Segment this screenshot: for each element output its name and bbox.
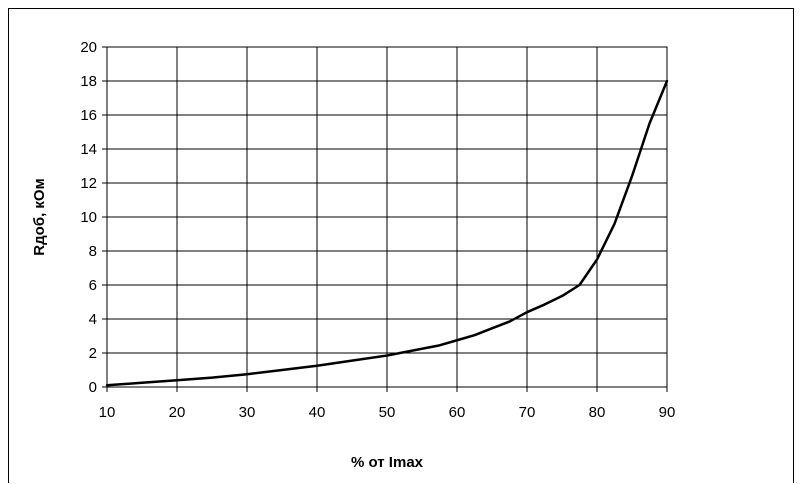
series-line [105,79,669,387]
y-tick-label: 4 [89,311,97,328]
x-axis-title: % от Imax [351,454,424,471]
x-tick-label: 40 [309,404,326,421]
series-layer [105,79,669,387]
x-tick-label: 10 [99,404,116,421]
y-tick-label: 18 [80,73,97,90]
y-tick-label: 2 [89,345,97,362]
chart-svg: 0 2 4 6 8 10 12 14 16 18 20 10 20 30 40 50 60 70 80 90 % от… [31,39,675,471]
x-tick-label: 30 [239,404,256,421]
y-tick-label: 12 [80,175,97,192]
tick-labels: 0 2 4 6 8 10 12 14 16 18 20 10 20 30 40 50 60 70 80 90 [80,39,675,421]
x-tick-label: 70 [519,404,536,421]
y-tick-label: 6 [89,277,97,294]
x-tick-label: 20 [169,404,186,421]
y-tick-label: 20 [80,39,97,56]
x-tick-label: 90 [659,404,676,421]
y-tick-label: 0 [89,379,97,396]
x-tick-label: 50 [379,404,396,421]
y-tick-label: 8 [89,243,97,260]
y-tick-label: 10 [80,209,97,226]
axes [102,46,668,392]
plot-border [106,46,668,388]
y-axis-title: Rдоб, кОм [31,178,48,255]
y-tick-label: 14 [80,141,97,158]
chart-frame: 0 2 4 6 8 10 12 14 16 18 20 10 20 30 40 50 60 70 80 90 % от… [8,8,794,483]
x-tick-label: 80 [589,404,606,421]
x-tick-label: 60 [449,404,466,421]
y-tick-label: 16 [80,107,97,124]
